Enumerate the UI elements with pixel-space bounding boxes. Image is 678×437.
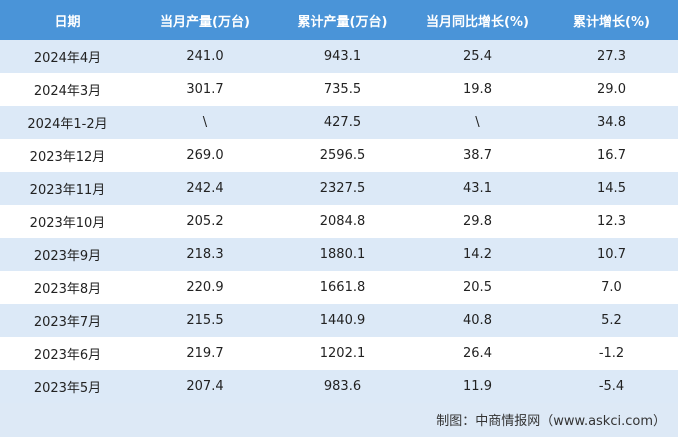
- table-cell: 29.8: [410, 205, 545, 238]
- table-cell: 1661.8: [275, 271, 410, 304]
- table-cell: 16.7: [545, 139, 678, 172]
- table-cell: 2023年6月: [0, 337, 135, 370]
- table-cell: 38.7: [410, 139, 545, 172]
- table-cell: 27.3: [545, 40, 678, 73]
- table-cell: 943.1: [275, 40, 410, 73]
- table-cell: 29.0: [545, 73, 678, 106]
- table-cell: 14.5: [545, 172, 678, 205]
- table-cell: 26.4: [410, 337, 545, 370]
- column-header: 当月同比增长(%): [410, 0, 545, 40]
- table-row: 2023年12月 269.0 2596.5 38.7 16.7: [0, 139, 678, 172]
- table-cell: 2023年9月: [0, 238, 135, 271]
- table-cell: -1.2: [545, 337, 678, 370]
- table-row: 2023年7月 215.5 1440.9 40.8 5.2: [0, 304, 678, 337]
- table-cell: 19.8: [410, 73, 545, 106]
- header-row: 日期 当月产量(万台) 累计产量(万台) 当月同比增长(%) 累计增长(%): [0, 0, 678, 40]
- column-header: 累计产量(万台): [275, 0, 410, 40]
- table-cell: 25.4: [410, 40, 545, 73]
- table-cell: 427.5: [275, 106, 410, 139]
- table-row: 2023年9月 218.3 1880.1 14.2 10.7: [0, 238, 678, 271]
- table-row: 2024年4月 241.0 943.1 25.4 27.3: [0, 40, 678, 73]
- table-cell: 218.3: [135, 238, 275, 271]
- table-cell: 7.0: [545, 271, 678, 304]
- table-cell: 242.4: [135, 172, 275, 205]
- table-body: 2024年4月 241.0 943.1 25.4 27.3 2024年3月 301.7 735…: [0, 40, 678, 403]
- table-cell: 735.5: [275, 73, 410, 106]
- table-cell: 1202.1: [275, 337, 410, 370]
- table-row: 2023年10月 205.2 2084.8 29.8 12.3: [0, 205, 678, 238]
- table-cell: 2023年11月: [0, 172, 135, 205]
- table-cell: 205.2: [135, 205, 275, 238]
- table-cell: 219.7: [135, 337, 275, 370]
- table-cell: 1880.1: [275, 238, 410, 271]
- table-row: 2024年3月 301.7 735.5 19.8 29.0: [0, 73, 678, 106]
- table-cell: 2024年3月: [0, 73, 135, 106]
- table-cell: 2084.8: [275, 205, 410, 238]
- table-cell: 1440.9: [275, 304, 410, 337]
- table-row: 2023年11月 242.4 2327.5 43.1 14.5: [0, 172, 678, 205]
- table-cell: 2024年4月: [0, 40, 135, 73]
- column-header: 累计增长(%): [545, 0, 678, 40]
- table-row: 2023年6月 219.7 1202.1 26.4 -1.2: [0, 337, 678, 370]
- table-row: 2023年8月 220.9 1661.8 20.5 7.0: [0, 271, 678, 304]
- table-cell: 20.5: [410, 271, 545, 304]
- table-cell: 2023年5月: [0, 370, 135, 403]
- table-cell: 2023年12月: [0, 139, 135, 172]
- table-cell: 2327.5: [275, 172, 410, 205]
- table-cell: 5.2: [545, 304, 678, 337]
- table-cell: 241.0: [135, 40, 275, 73]
- table-cell: 2024年1-2月: [0, 106, 135, 139]
- table-cell: 2023年8月: [0, 271, 135, 304]
- table-cell: \: [135, 106, 275, 139]
- data-table: 日期 当月产量(万台) 累计产量(万台) 当月同比增长(%) 累计增长(%) 2024年…: [0, 0, 678, 403]
- source-note: 制图：中商情报网（www.askci.com）: [436, 414, 666, 429]
- table-cell: 207.4: [135, 370, 275, 403]
- table-cell: 301.7: [135, 73, 275, 106]
- table-cell: 10.7: [545, 238, 678, 271]
- table-cell: 12.3: [545, 205, 678, 238]
- table-cell: 2023年10月: [0, 205, 135, 238]
- table-row: 2024年1-2月 \ 427.5 \ 34.8: [0, 106, 678, 139]
- table-cell: 220.9: [135, 271, 275, 304]
- table-cell: 43.1: [410, 172, 545, 205]
- table-cell: 11.9: [410, 370, 545, 403]
- table-cell: \: [410, 106, 545, 139]
- column-header: 日期: [0, 0, 135, 40]
- table-cell: 40.8: [410, 304, 545, 337]
- table-cell: 2023年7月: [0, 304, 135, 337]
- table-cell: 215.5: [135, 304, 275, 337]
- table-cell: -5.4: [545, 370, 678, 403]
- table-cell: 2596.5: [275, 139, 410, 172]
- table-row: 2023年5月 207.4 983.6 11.9 -5.4: [0, 370, 678, 403]
- table-cell: 14.2: [410, 238, 545, 271]
- table-cell: 269.0: [135, 139, 275, 172]
- table-cell: 983.6: [275, 370, 410, 403]
- column-header: 当月产量(万台): [135, 0, 275, 40]
- table-cell: 34.8: [545, 106, 678, 139]
